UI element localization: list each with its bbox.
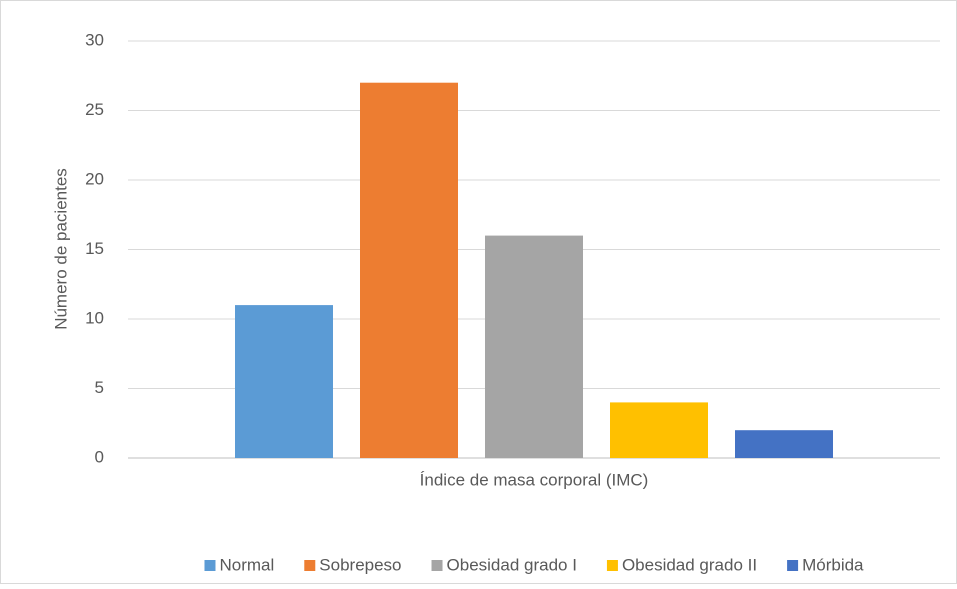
y-axis-label: Número de pacientes (51, 168, 70, 330)
legend-label: Obesidad grado I (447, 555, 577, 574)
bar (360, 82, 458, 458)
legend-label: Mórbida (802, 555, 864, 574)
y-tick-label: 20 (85, 169, 104, 188)
y-tick-label: 5 (95, 378, 104, 397)
y-tick-label: 15 (85, 239, 104, 258)
bar (735, 430, 833, 458)
bar (485, 235, 583, 458)
x-tick-label: Índice de masa corporal (IMC) (420, 470, 649, 489)
bar (610, 402, 708, 458)
y-tick-label: 30 (85, 30, 104, 49)
legend-swatch (787, 560, 799, 571)
bar (235, 305, 333, 458)
legend-label: Sobrepeso (319, 555, 401, 574)
y-tick-label: 0 (95, 447, 104, 466)
legend-label: Obesidad grado II (622, 555, 757, 574)
y-tick-label: 25 (85, 100, 104, 119)
legend-swatch (431, 560, 443, 571)
legend-label: Normal (219, 555, 274, 574)
legend-swatch (204, 560, 216, 571)
legend-swatch (304, 560, 316, 571)
legend-swatch (606, 560, 618, 571)
y-tick-label: 10 (85, 308, 104, 327)
